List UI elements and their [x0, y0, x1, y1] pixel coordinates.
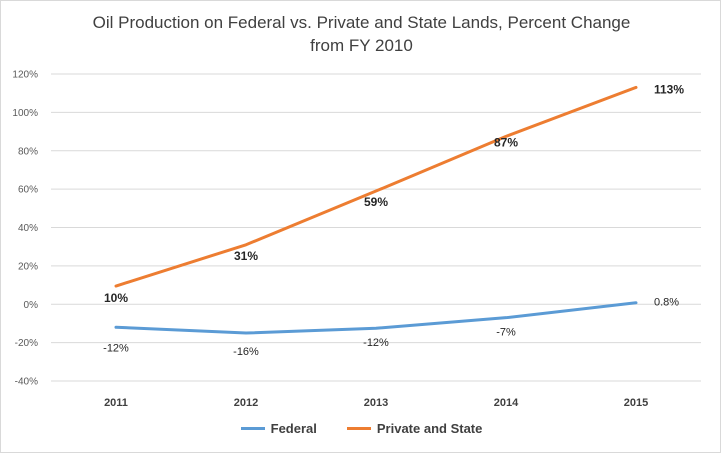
x-tick-label: 2014 [494, 397, 519, 409]
y-tick-label: 80% [18, 146, 38, 157]
series-line-federal [114, 301, 638, 335]
data-label-private-state: 10% [104, 291, 128, 305]
legend-item-federal: Federal [240, 421, 317, 436]
data-label-private-state: 31% [234, 249, 258, 263]
x-tick-label: 2013 [364, 397, 388, 409]
chart-title: Oil Production on Federal vs. Private an… [1, 11, 721, 57]
legend-item-private-state: Private and State [346, 421, 483, 436]
legend-swatch-private-state [346, 427, 371, 430]
y-tick-label: -40% [15, 377, 38, 388]
y-tick-label: 100% [12, 108, 38, 119]
data-label-federal: -12% [103, 342, 129, 354]
x-tick-label: 2015 [624, 397, 648, 409]
chart-title-line-1: Oil Production on Federal vs. Private an… [92, 13, 631, 32]
chart-title-line-2: from FY 2010 [310, 36, 413, 55]
y-tick-label: 0% [24, 300, 39, 311]
y-tick-label: 60% [18, 185, 38, 196]
y-tick-label: 40% [18, 223, 38, 234]
y-tick-label: -20% [15, 338, 38, 349]
data-label-federal: 0.8% [654, 297, 679, 309]
x-tick-label: 2012 [234, 397, 258, 409]
data-label-federal: -7% [496, 327, 516, 339]
data-label-federal: -12% [363, 337, 389, 349]
legend-label-federal: Federal [270, 421, 317, 436]
data-label-federal: -16% [233, 346, 259, 358]
y-tick-label: 20% [18, 261, 38, 272]
data-label-private-state: 113% [654, 82, 684, 96]
legend-label-private-state: Private and State [376, 421, 483, 436]
data-label-private-state: 87% [494, 135, 518, 149]
data-label-private-state: 59% [364, 195, 388, 209]
series-line-private-state [114, 85, 638, 288]
x-tick-label: 2011 [104, 397, 128, 409]
y-tick-label: 120% [12, 70, 38, 81]
legend-swatch-federal [240, 427, 265, 430]
chart-legend: Federal Private and State [1, 421, 721, 436]
